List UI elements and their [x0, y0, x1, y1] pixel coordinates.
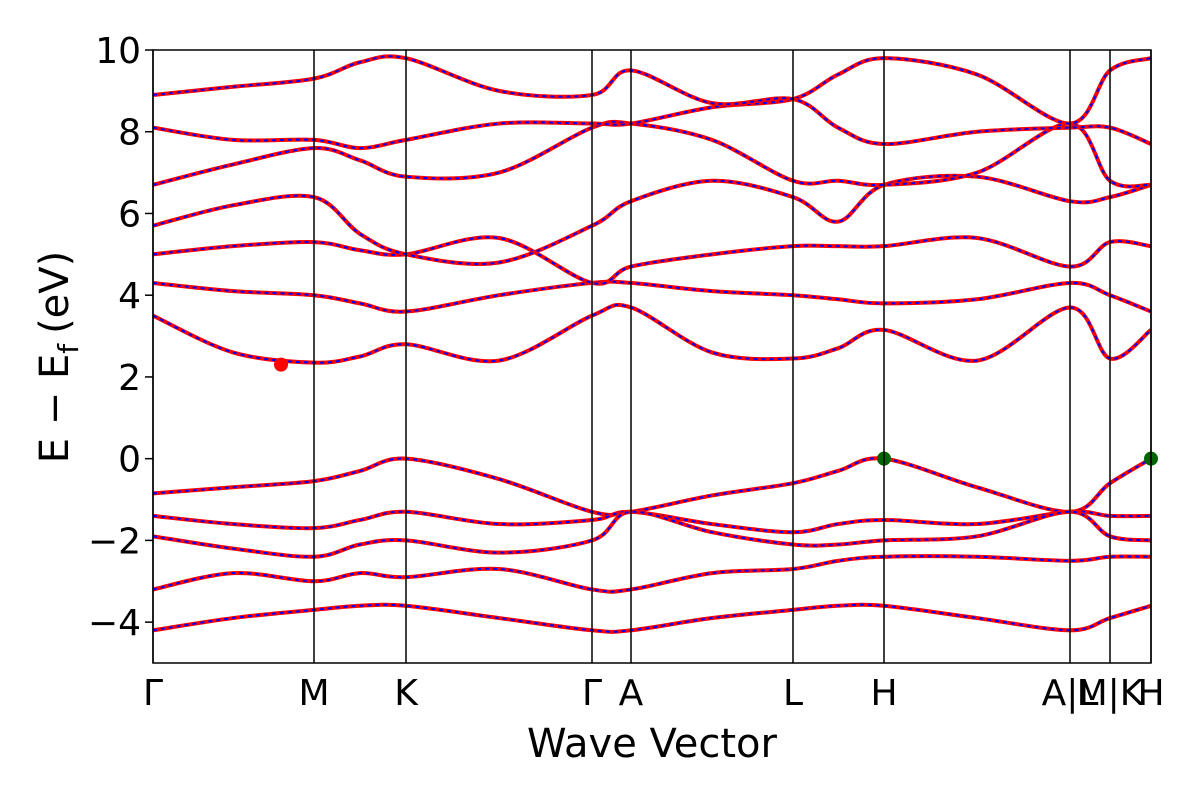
band-dash	[153, 555, 1151, 593]
y-tick-label: 0	[118, 440, 141, 481]
x-axis-label: Wave Vector	[527, 721, 778, 767]
x-tick-label: L	[783, 673, 803, 714]
plot-area	[153, 54, 1151, 634]
y-label-sub: f	[52, 343, 85, 354]
x-tick-label: H	[870, 673, 897, 714]
x-tick-label: A	[619, 673, 644, 714]
band-dash	[153, 236, 1151, 285]
x-tick-label: A|L	[1042, 673, 1099, 714]
x-tick-label: K	[394, 673, 419, 714]
band-dash	[153, 280, 1151, 313]
band-line	[153, 173, 1151, 266]
y-tick-label: −4	[88, 603, 141, 644]
x-tick-label: Γ	[143, 673, 163, 714]
band-line	[153, 302, 1151, 365]
y-tick-label: −2	[88, 521, 141, 562]
x-tick-label: M|K	[1077, 673, 1145, 714]
band-dash	[153, 174, 1151, 265]
y-label-main: E − E	[32, 354, 78, 464]
plot-frame	[152, 49, 1152, 664]
band-dash	[153, 510, 1151, 534]
band-dash	[153, 603, 1151, 633]
band-line	[153, 235, 1151, 286]
y-tick-label: 2	[118, 358, 141, 399]
band-dash	[153, 457, 1151, 516]
y-axis-label: E − Ef (eV)	[32, 251, 85, 464]
band-dash	[153, 303, 1151, 364]
x-tick-label: Γ	[582, 673, 602, 714]
band-dash	[153, 57, 1151, 150]
y-label-unit: (eV)	[32, 251, 78, 334]
x-tick-label: H	[1137, 673, 1164, 714]
y-tick-label: 8	[118, 113, 141, 154]
y-tick-label: 10	[95, 31, 141, 72]
band-line	[153, 56, 1151, 151]
band-line	[153, 509, 1151, 559]
band-dash	[153, 120, 1151, 188]
band-line	[153, 602, 1151, 634]
band-line	[153, 279, 1151, 314]
band-line	[153, 456, 1151, 517]
band-dash	[153, 55, 1151, 145]
y-tick-label: 4	[118, 276, 141, 317]
band-dash	[153, 510, 1151, 558]
y-tick-label: 6	[118, 194, 141, 235]
x-tick-label: M	[298, 673, 329, 714]
cbm-marker	[274, 357, 288, 372]
